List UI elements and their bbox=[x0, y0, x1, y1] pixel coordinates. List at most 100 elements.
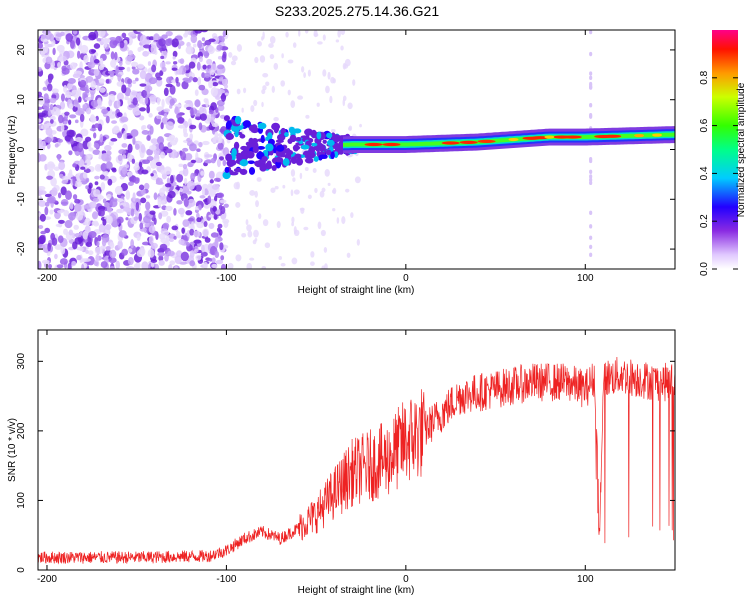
spectrogram-noise-blob-1035 bbox=[214, 131, 219, 139]
spectrogram-noise-blob-827 bbox=[127, 143, 133, 153]
spectrogram-noise-blob-1232 bbox=[210, 102, 217, 111]
spectrogram-signal-blob-1888 bbox=[274, 156, 284, 163]
spectrogram-noise-blob-886 bbox=[201, 244, 205, 253]
spectrogram-noise-blob-1186 bbox=[145, 195, 151, 199]
spectrogram-noise-blob-1096 bbox=[109, 266, 116, 269]
spectrogram-noise-blob-358 bbox=[72, 194, 78, 200]
spectrogram-noise-blob-1591 bbox=[336, 217, 340, 224]
spectrogram-noise-blob-541 bbox=[160, 122, 164, 130]
spectrogram-noise-blob-101 bbox=[60, 186, 67, 196]
spectrogram-noise-blob-1372 bbox=[133, 263, 140, 269]
spectrogram-noise-blob-1389 bbox=[64, 111, 70, 116]
spectrogram-noise-blob-1284 bbox=[98, 208, 105, 217]
spectrogram-noise-blob-1383 bbox=[127, 171, 133, 177]
spectrogram-noise-blob-1423 bbox=[101, 152, 109, 162]
spectrogram-noise-blob-1458 bbox=[75, 211, 84, 221]
spectrogram-noise-blob-640 bbox=[108, 257, 117, 264]
snr-x-tick-label-1: -100 bbox=[216, 574, 236, 585]
spectrogram-noise-blob-1436 bbox=[61, 67, 70, 75]
spectrogram-noise-blob-1388 bbox=[180, 251, 189, 262]
spectrogram-noise-blob-694 bbox=[139, 115, 145, 121]
spectrogram-noise-blob-1380 bbox=[106, 194, 112, 199]
spectrogram-noise-blob-809 bbox=[188, 61, 196, 69]
spectrogram-noise-blob-1057 bbox=[208, 257, 213, 262]
spectrogram-noise-blob-1250 bbox=[136, 249, 145, 258]
spectrogram-noise-blob-1113 bbox=[55, 107, 61, 117]
spectrogram-noise-blob-804 bbox=[111, 168, 117, 173]
spectrogram-noise-blob-1648 bbox=[299, 207, 305, 211]
spectrogram-noise-blob-1181 bbox=[146, 87, 150, 97]
spectrogram-noise-blob-1202 bbox=[38, 186, 46, 191]
spectrogram-noise-blob-277 bbox=[127, 97, 132, 106]
spectrogram-noise-blob-863 bbox=[40, 230, 47, 235]
spectrogram-noise-blob-1204 bbox=[171, 38, 179, 48]
spectrogram-noise-blob-1275 bbox=[47, 242, 52, 252]
snr-frame bbox=[37, 329, 676, 571]
spectrogram-noise-blob-964 bbox=[134, 111, 142, 116]
spectrogram-noise-blob-1607 bbox=[303, 72, 306, 78]
spectrogram-noise-blob-506 bbox=[159, 243, 168, 252]
spectrogram-noise-blob-1095 bbox=[99, 133, 104, 143]
spectrogram-signal-blob-1910 bbox=[265, 143, 274, 152]
spectrogram-noise-blob-980 bbox=[210, 87, 218, 97]
spectrogram-noise-blob-1180 bbox=[181, 227, 186, 234]
spectrogram-noise-blob-1274 bbox=[74, 232, 82, 238]
spectrogram-noise-blob-1410 bbox=[186, 180, 196, 190]
spectrogram-noise-blob-1635 bbox=[268, 43, 274, 48]
spectrogram-noise-blob-1475 bbox=[120, 116, 129, 123]
spectrogram-noise-blob-837 bbox=[153, 217, 157, 225]
spectrogram-noise-blob-1229 bbox=[74, 237, 83, 245]
spectrogram-noise-blob-1277 bbox=[217, 142, 224, 150]
spectrogram-noise-blob-1027 bbox=[178, 66, 183, 75]
spectrogram-noise-blob-1490 bbox=[71, 89, 79, 97]
spectrogram-noise-blob-1368 bbox=[156, 76, 163, 81]
spectrogram-noise-blob-420 bbox=[110, 59, 117, 68]
spectrogram-noise-blob-1401 bbox=[91, 49, 97, 53]
spectrogram-noise-blob-1125 bbox=[143, 39, 152, 44]
spectrogram-noise-blob-1230 bbox=[109, 249, 117, 259]
spectrogram-noise-blob-986 bbox=[184, 120, 189, 128]
spectrogram-noise-blob-1529 bbox=[271, 85, 275, 93]
spectrogram-noise-blob-1493 bbox=[148, 77, 158, 85]
spectrogram-noise-blob-458 bbox=[201, 72, 206, 79]
spectrogram-noise-blob-1219 bbox=[136, 94, 141, 102]
colorbar-gradient bbox=[712, 30, 738, 269]
spectrogram-noise-blob-1050 bbox=[197, 40, 203, 49]
spectrogram-noise-blob-1354 bbox=[208, 170, 215, 179]
spectrogram-noise-blob-954 bbox=[221, 53, 227, 63]
spectrogram-signal-blob-1810 bbox=[225, 153, 233, 162]
spectrogram-noise-blob-1531 bbox=[246, 224, 252, 232]
spectrogram-noise-blob-1628 bbox=[273, 117, 279, 122]
spectrogram-streak-15 bbox=[589, 244, 593, 250]
spectrogram-noise-blob-1575 bbox=[254, 237, 258, 242]
spectrogram-noise-blob-1425 bbox=[93, 142, 100, 149]
spectrogram-noise-blob-156 bbox=[125, 217, 129, 221]
spectrogram-noise-blob-780 bbox=[166, 215, 172, 223]
spectrogram-noise-blob-1311 bbox=[54, 253, 58, 260]
spectrogram-noise-blob-1171 bbox=[180, 151, 187, 161]
spectrogram-noise-blob-1173 bbox=[98, 78, 105, 84]
spectrogram-noise-blob-979 bbox=[223, 203, 229, 208]
spectrogram-noise-blob-1266 bbox=[182, 163, 188, 170]
spectrogram-noise-blob-1264 bbox=[140, 144, 146, 153]
spectrogram-hot-spot-11 bbox=[508, 137, 519, 142]
spectrogram-noise-blob-1363 bbox=[189, 124, 197, 130]
spectrogram-noise-blob-1260 bbox=[105, 245, 111, 251]
spectrogram-noise-blob-1513 bbox=[298, 30, 301, 37]
spectrogram-noise-blob-927 bbox=[51, 187, 58, 197]
spectrogram-noise-blob-1408 bbox=[139, 107, 146, 112]
spectrogram-signal-blob-1864 bbox=[326, 139, 335, 147]
spectrogram-noise-blob-1003 bbox=[148, 225, 156, 234]
spectrogram-noise-blob-1491 bbox=[167, 190, 176, 199]
spectrogram-noise-blob-1501 bbox=[247, 230, 253, 238]
spectrogram-noise-blob-1338 bbox=[157, 115, 162, 120]
spectrogram-noise-blob-452 bbox=[47, 263, 53, 269]
spectrogram-noise-blob-1051 bbox=[161, 66, 167, 73]
spectrogram-noise-blob-1538 bbox=[269, 35, 276, 44]
spectrogram-noise-blob-298 bbox=[220, 263, 227, 269]
spectrogram-noise-blob-1059 bbox=[54, 143, 59, 148]
spectrogram-noise-blob-1609 bbox=[276, 221, 281, 229]
spectrogram-noise-blob-450 bbox=[181, 80, 189, 90]
spectrogram-noise-blob-1065 bbox=[194, 157, 202, 164]
spectrogram-noise-blob-1182 bbox=[190, 159, 197, 164]
